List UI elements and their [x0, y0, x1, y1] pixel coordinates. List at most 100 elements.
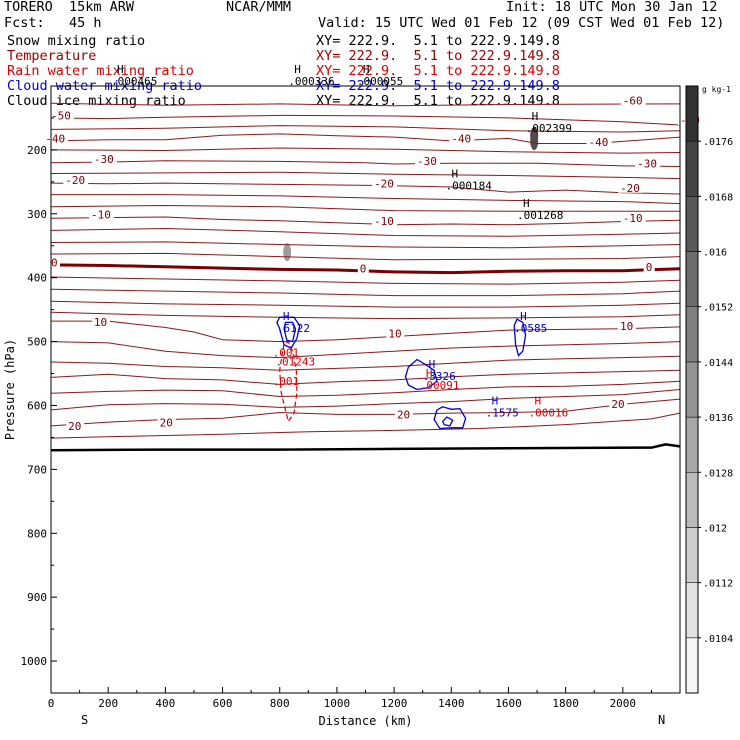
x-tick-label: 200 [98, 697, 118, 710]
temperature-contour-label: -50 [51, 110, 71, 123]
ice-shade-patch [283, 243, 292, 262]
legend-rain-xy: XY= 222.9. 5.1 to 222.9.149.8 [316, 63, 560, 79]
temperature-contour-label: 0 [360, 262, 367, 275]
temperature-contour-label: -30 [637, 158, 657, 171]
max-marker-cloud_water: H [429, 358, 436, 371]
max-marker-cloud_water: H [520, 310, 527, 323]
colorbar-segment [685, 306, 699, 363]
colorbar-tick-label: .0168 [703, 192, 733, 203]
contour-label-bg [157, 417, 176, 428]
max-value-rain: .001 [273, 346, 300, 359]
temperature-contour-label: -10 [374, 215, 394, 228]
y-tick-label: 300 [27, 208, 47, 221]
temperature-contour-line [50, 125, 681, 133]
temperature-contour-label: -20 [620, 182, 640, 195]
contour-label-bg [617, 182, 643, 193]
temperature-contour-line [50, 341, 681, 359]
temperature-contour-label: 10 [388, 327, 401, 340]
temperature-contour-line [50, 300, 681, 308]
temperature-contour-label: 20 [160, 416, 173, 429]
x-axis-title: Distance (km) [319, 714, 413, 728]
y-tick-label: 1000 [21, 655, 48, 668]
colorbar-segment [685, 361, 699, 418]
temperature-contour-label: -30 [417, 155, 437, 168]
legend-snow-label: Snow mixing ratio [7, 33, 146, 49]
cloud-water-contour [283, 321, 297, 343]
temperature-contour-10 [51, 320, 681, 343]
temperature-contour-label: -20 [65, 174, 85, 187]
max-marker-rain: H [426, 367, 433, 380]
y-axis-title: Pressure (hPa) [3, 339, 17, 440]
temperature-contour-label: 0 [646, 261, 653, 274]
max-marker-rain: H [534, 394, 541, 407]
colorbar-tick-label: .012 [703, 523, 727, 534]
max-value-rain: .001 [273, 375, 300, 388]
contour-label-bg [394, 409, 413, 420]
temperature-contour-line [50, 355, 681, 371]
temperature-contour-line [50, 276, 681, 285]
colorbar-units-label: g kg-1 [702, 85, 731, 94]
cloud-water-contour [404, 358, 438, 391]
x-tick-label: 0 [48, 697, 55, 710]
temperature-contour-label: 0 [51, 257, 58, 270]
colorbar-tick-label: .0128 [703, 468, 733, 479]
max-value-rain: .00016 [528, 406, 568, 419]
temperature-contour-line [50, 204, 680, 212]
temperature-contour--50 [50, 114, 681, 126]
contour-label-bg [43, 133, 69, 144]
contour-label-bg [372, 178, 398, 189]
max-value-snow: .000465 [111, 75, 157, 88]
legend-temperature-label: Temperature [7, 48, 97, 64]
temperature-contour-line [51, 194, 681, 205]
max-marker-snow: H [117, 63, 124, 76]
rain-contours-layer [279, 340, 298, 423]
colorbar-tick-label: .0144 [703, 358, 733, 369]
forecast-hour: Fcst: 45 h [4, 15, 102, 31]
cloud-water-contour [513, 318, 527, 357]
terrain-surface-line [50, 443, 681, 452]
north-end-label: N [658, 713, 665, 727]
temperature-contour-label: 20 [611, 398, 624, 411]
temperature-contour-line [50, 380, 681, 398]
south-end-label: S [81, 713, 88, 727]
temperature-contour-line [50, 171, 681, 180]
x-tick-label: 1400 [438, 697, 465, 710]
ice-shading-layer [283, 126, 539, 262]
max-marker-ice: H [294, 63, 301, 76]
temperature-contour-label: -60 [623, 94, 643, 107]
legend-snow-xy: XY= 222.9. 5.1 to 222.9.149.8 [316, 33, 560, 49]
contour-label-bg [386, 328, 405, 339]
temperature-contour-label: 20 [68, 420, 81, 433]
max-value-cloud_water: .0585 [514, 322, 547, 335]
temperature-contour-label: -10 [623, 212, 643, 225]
max-value-cloud_water: .1575 [486, 406, 519, 419]
x-tick-label: 400 [155, 697, 175, 710]
left-title: TORERO 15km ARW [4, 0, 135, 15]
max-value-ice: .000184 [446, 180, 493, 193]
contour-label-bg [357, 263, 369, 274]
y-tick-label: 500 [27, 336, 47, 349]
contour-label-bg [617, 320, 636, 331]
max-value-ice: .000336 [288, 75, 334, 88]
max-marker-ice: H [452, 168, 459, 181]
temperature-contour-label: -40 [589, 136, 609, 149]
colorbar-tick-label: .0112 [703, 579, 733, 590]
max-value-cloud_water: .3326 [423, 370, 456, 383]
temperature-contour--10 [50, 216, 681, 226]
max-value-rain: .01243 [275, 355, 315, 368]
y-tick-label: 800 [27, 527, 47, 540]
temperature-contour-line [50, 227, 681, 237]
colorbar-tick-label: .0104 [703, 634, 733, 645]
valid-time: Valid: 15 UTC Wed 01 Feb 12 (09 CST Wed … [318, 15, 725, 31]
contour-label-bg [91, 316, 110, 327]
temperature-contour-line [50, 252, 681, 261]
max-value-ice: .001268 [517, 209, 563, 222]
temperature-contour-label: -40 [451, 133, 471, 146]
temperature-contour-line [50, 147, 681, 154]
contour-label-bg [89, 209, 115, 220]
colorbar-tick-label: .0152 [703, 303, 733, 314]
max-marker-cloud_water: H [283, 310, 290, 323]
maxima-labels-layer: H.000465H.000336H.000055H.002399H.000184… [111, 63, 572, 420]
colorbar-segment [685, 637, 699, 694]
